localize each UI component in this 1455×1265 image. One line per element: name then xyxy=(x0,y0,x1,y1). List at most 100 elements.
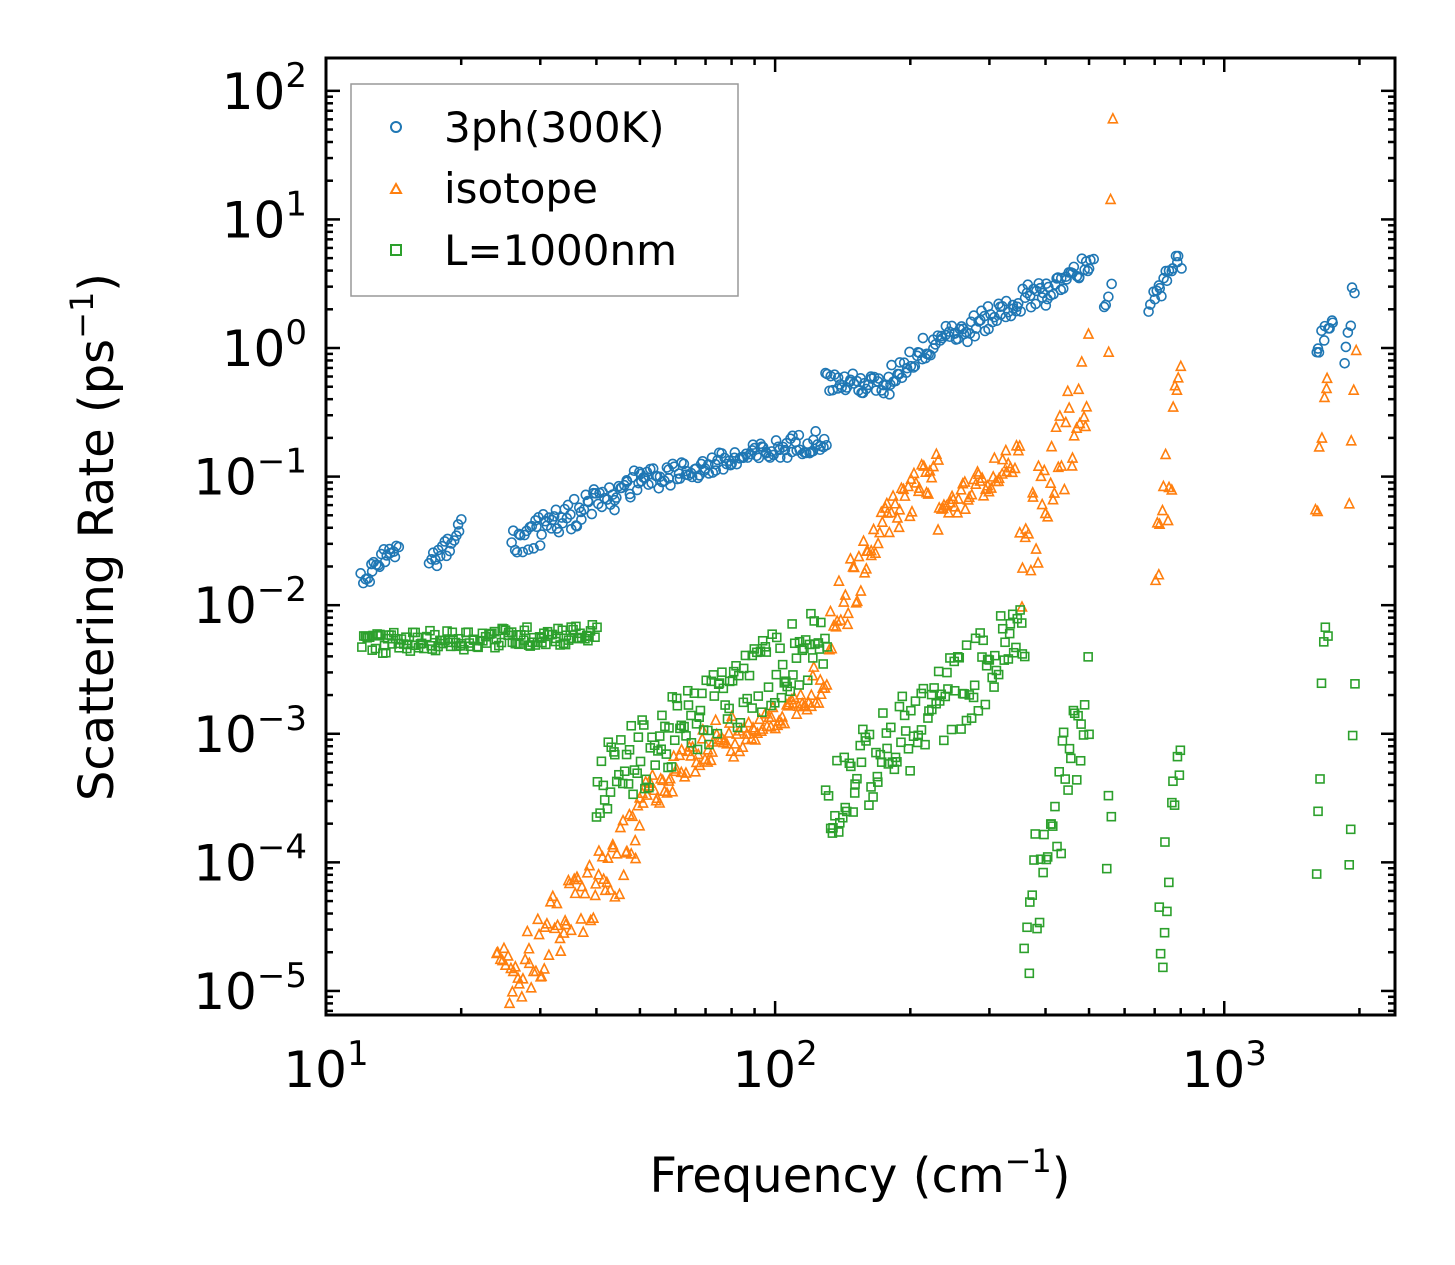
point-1-0-40 xyxy=(560,917,572,930)
point-2-3-35 xyxy=(1083,652,1093,662)
point-1-1-43 xyxy=(709,713,722,726)
point-0-1-13 xyxy=(448,535,460,546)
point-1-0-78 xyxy=(626,809,639,822)
point-2-1-130 xyxy=(818,659,828,669)
point-1-8-10 xyxy=(1167,400,1179,412)
point-2-1-57 xyxy=(691,719,702,729)
point-2-1-54 xyxy=(686,710,696,721)
point-2-1-45 xyxy=(669,735,680,746)
point-1-0-7 xyxy=(503,996,516,1009)
point-1-0-11 xyxy=(509,960,522,972)
point-1-0-65 xyxy=(604,883,617,895)
point-1-10-1 xyxy=(1345,434,1358,446)
point-0-7-16 xyxy=(1068,261,1080,273)
point-1-0-19 xyxy=(523,956,536,969)
point-1-1-21 xyxy=(670,762,683,774)
point-1-2-19 xyxy=(759,706,771,719)
point-2-1-88 xyxy=(744,670,755,681)
point-1-5-19 xyxy=(965,487,978,500)
point-2-4-3 xyxy=(1106,811,1117,822)
point-1-0-36 xyxy=(554,931,566,944)
point-2-5-12 xyxy=(1172,751,1183,762)
point-0-3-53 xyxy=(726,458,737,470)
point-0-2-44 xyxy=(583,496,594,508)
point-1-0-47 xyxy=(572,872,584,885)
point-1-0-72 xyxy=(617,813,629,826)
point-0-0-13 xyxy=(379,556,391,568)
point-2-1-95 xyxy=(757,707,767,717)
point-1-3-27 xyxy=(853,549,865,562)
point-0-9-7 xyxy=(1156,290,1167,302)
point-2-3-34 xyxy=(1079,700,1090,710)
point-2-0-119 xyxy=(563,635,574,645)
point-2-2-55 xyxy=(916,725,927,735)
point-0-3-68 xyxy=(753,452,765,464)
point-1-5-21 xyxy=(969,477,982,489)
point-2-2-99 xyxy=(993,669,1004,680)
point-2-7-2 xyxy=(1347,730,1358,741)
point-0-5-30 xyxy=(937,332,948,344)
point-1-0-32 xyxy=(547,889,559,902)
point-1-7-2 xyxy=(1107,111,1119,124)
point-1-8-13 xyxy=(1172,371,1185,383)
point-0-6-46 xyxy=(1030,298,1041,310)
point-1-4-34 xyxy=(920,485,933,498)
point-2-2-41 xyxy=(892,757,902,767)
point-2-1-105 xyxy=(775,643,785,654)
point-2-2-101 xyxy=(997,623,1008,634)
point-1-2-18 xyxy=(756,722,769,734)
point-2-1-132 xyxy=(822,642,832,652)
point-1-0-22 xyxy=(530,964,542,977)
point-1-0-71 xyxy=(614,820,627,833)
point-2-1-51 xyxy=(681,731,691,741)
point-2-2-27 xyxy=(868,792,878,802)
point-2-2-85 xyxy=(969,680,980,691)
point-0-10-4 xyxy=(1318,335,1330,346)
point-2-2-37 xyxy=(886,722,896,733)
point-2-1-49 xyxy=(676,720,687,731)
point-0-2-13 xyxy=(530,515,541,526)
point-2-1-116 xyxy=(794,680,804,690)
point-0-2-6 xyxy=(517,546,529,558)
point-1-6-10 xyxy=(1032,556,1044,568)
point-2-1-104 xyxy=(771,632,782,643)
point-1-5-0 xyxy=(932,523,944,535)
point-1-0-67 xyxy=(607,840,619,853)
point-2-3-22 xyxy=(1058,727,1069,738)
point-0-1-4 xyxy=(431,560,443,572)
point-2-1-69 xyxy=(712,728,723,739)
point-1-1-49 xyxy=(721,737,733,749)
point-1-6-6 xyxy=(1025,563,1037,576)
point-2-2-109 xyxy=(1011,642,1021,653)
point-2-1-80 xyxy=(731,660,741,671)
point-1-1-11 xyxy=(653,796,666,808)
point-2-3-26 xyxy=(1066,753,1076,764)
point-2-3-19 xyxy=(1054,766,1065,777)
y-tick-labels: 102 101 100 10−1 10−2 10−3 10−4 10−5 xyxy=(193,56,307,1021)
point-1-4-22 xyxy=(899,489,911,501)
point-0-2-35 xyxy=(568,493,580,505)
point-0-3-40 xyxy=(703,468,715,479)
point-1-8-12 xyxy=(1171,383,1183,396)
point-1-4-38 xyxy=(927,459,940,472)
point-1-0-59 xyxy=(593,844,605,856)
point-2-2-14 xyxy=(846,761,856,772)
point-2-1-14 xyxy=(616,735,626,745)
point-1-2-14 xyxy=(749,733,762,745)
point-2-1-27 xyxy=(639,720,649,730)
point-1-0-30 xyxy=(543,948,555,960)
point-0-3-88 xyxy=(787,430,798,442)
point-1-4-20 xyxy=(895,481,908,494)
point-1-6-14 xyxy=(1038,463,1051,476)
point-2-3-2 xyxy=(1024,968,1035,979)
point-0-4-30 xyxy=(873,373,884,384)
point-2-1-63 xyxy=(701,675,712,686)
point-1-8-2 xyxy=(1153,567,1165,580)
point-1-9-1 xyxy=(1311,504,1324,517)
point-1-0-20 xyxy=(525,981,537,993)
point-0-2-48 xyxy=(590,488,602,499)
point-0-7-0 xyxy=(1040,300,1052,311)
point-2-1-16 xyxy=(619,766,630,777)
point-2-1-102 xyxy=(769,697,780,708)
point-2-2-20 xyxy=(856,757,867,768)
